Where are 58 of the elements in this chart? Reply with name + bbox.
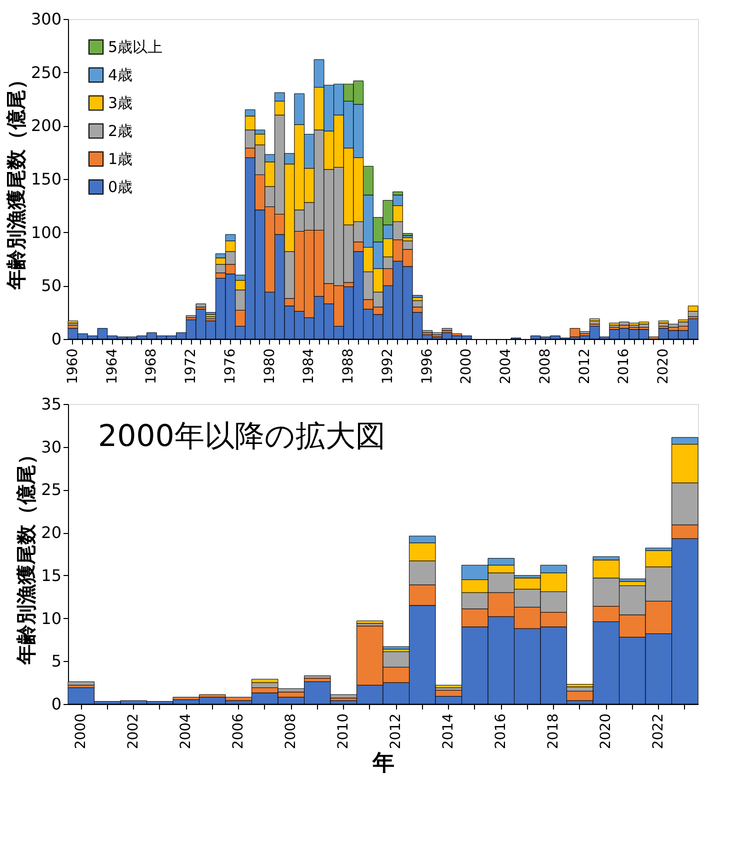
- x-tick-label: 2016: [616, 348, 632, 384]
- y-tick-label: 250: [30, 62, 62, 82]
- x-tick-label: 1984: [301, 348, 318, 384]
- y-axis-title: 年齢別漁獲尾数（億尾）: [14, 444, 38, 666]
- legend-label: 4歳: [108, 66, 133, 84]
- y-tick-label: 300: [30, 10, 62, 28]
- x-tick-label: 2014: [440, 713, 457, 750]
- bar: [356, 620, 384, 624]
- x-tick-label: 2006: [230, 713, 247, 750]
- x-tick-label: 1972: [183, 348, 200, 384]
- y-tick-label: 20: [41, 523, 62, 542]
- legend-label: 2歳: [108, 122, 133, 140]
- x-tick-label: 2020: [656, 348, 672, 384]
- x-tick-label: 2000: [458, 348, 475, 384]
- legend-label: 0歳: [108, 178, 133, 196]
- x-tick-label: 2008: [537, 348, 554, 384]
- x-tick-label: 1980: [262, 348, 278, 384]
- x-tick-label: 1964: [104, 348, 120, 384]
- bar: [304, 675, 331, 679]
- x-tick-label: 1996: [419, 348, 436, 384]
- bar: [589, 318, 600, 322]
- x-tick-label: 2008: [283, 714, 300, 750]
- x-tick-label: 2022: [650, 714, 667, 750]
- y-tick-label: 10: [41, 608, 62, 628]
- x-tick-label: 2000: [73, 714, 90, 750]
- x-tick-label: 2012: [576, 348, 593, 384]
- x-tick-label: 2002: [126, 714, 142, 750]
- y-tick-label: 15: [41, 566, 62, 585]
- x-tick-label: 2004: [498, 348, 514, 384]
- x-tick-label: 1960: [64, 348, 81, 384]
- annotation: 2000年以降の拡大図: [98, 419, 386, 454]
- x-tick-label: 1988: [340, 348, 357, 384]
- legend-label: 1歳: [108, 150, 133, 168]
- y-tick-label: 200: [30, 116, 62, 136]
- y-tick-label: 0: [51, 694, 62, 714]
- x-tick-label: 1976: [222, 348, 238, 384]
- legend-label: 3歳: [108, 94, 133, 112]
- y-tick-label: 0: [51, 330, 62, 348]
- x-tick-label: 2010: [336, 714, 352, 750]
- x-tick-label: 2012: [388, 714, 404, 750]
- legend-label: 5歳以上: [108, 38, 163, 56]
- y-axis-title: 年齢別漁獲尾数（億尾）: [4, 70, 28, 290]
- y-tick-label: 150: [30, 170, 62, 188]
- x-tick-label: 1968: [144, 348, 160, 384]
- bar: [589, 320, 600, 324]
- bar: [196, 304, 206, 308]
- x-tick-label: 2016: [493, 713, 510, 750]
- x-tick-label: 2004: [178, 713, 194, 750]
- y-tick-label: 100: [30, 222, 62, 242]
- x-tick-label: 2018: [546, 714, 562, 750]
- y-tick-label: 25: [41, 480, 62, 500]
- x-axis-title: 年: [372, 751, 394, 776]
- y-tick-label: 30: [41, 437, 62, 456]
- y-tick-label: 50: [41, 276, 62, 296]
- x-tick-label: 1992: [380, 348, 396, 384]
- y-tick-label: 35: [41, 394, 62, 414]
- x-tick-label: 2020: [598, 714, 614, 750]
- y-tick-label: 5: [51, 652, 62, 671]
